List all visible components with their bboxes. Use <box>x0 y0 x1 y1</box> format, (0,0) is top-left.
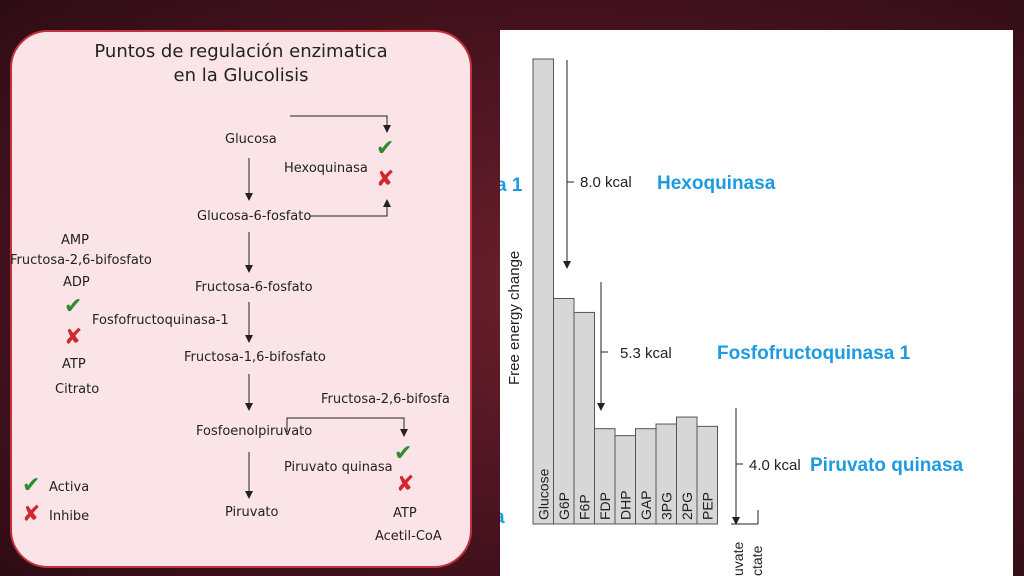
regulation-panel: Puntos de regulación enzimatica en la Gl… <box>10 30 472 568</box>
label-adp: ADP <box>63 275 90 290</box>
label-fructosa-6-fosfato: Fructosa-6-fosfato <box>195 280 313 295</box>
tick-label-glucose: Glucose <box>535 468 551 520</box>
arrow-f26bp-piruvato-quinasa <box>286 417 408 437</box>
label-hexoquinasa: Hexoquinasa <box>284 161 368 176</box>
tick-label-fdp: FDP <box>597 492 613 520</box>
free-energy-chart: Glucose G6P F6P FDP DHP GAP 3PG 2PG PEP Free ene… <box>500 30 1013 576</box>
legend-check-icon: ✔ <box>22 473 41 498</box>
enzyme-hexoquinasa: Hexoquinasa <box>657 173 776 194</box>
enzyme-piruvato-quinasa: Piruvato quinasa <box>810 455 964 476</box>
label-piruvato-quinasa: Piruvato quinasa <box>284 460 393 475</box>
y-axis-label: Free energy change <box>506 251 523 385</box>
energy-4kcal: 4.0 kcal <box>749 457 801 474</box>
tick-label-g6p: G6P <box>556 492 572 520</box>
label-piruvato: Piruvato <box>225 505 279 520</box>
legend-cross-icon: ✘ <box>22 502 41 527</box>
tick-label-2pg: 2PG <box>679 492 695 520</box>
panel-title-line2: en la Glucolisis <box>173 65 309 86</box>
label-atp-inhibitor: ATP <box>62 357 86 372</box>
tick-label-pep: PEP <box>699 492 715 520</box>
chart-svg: Glucose G6P F6P FDP DHP GAP 3PG 2PG PEP Free ene… <box>500 58 964 576</box>
energy-5-3kcal: 5.3 kcal <box>620 345 672 362</box>
label-f26bp-activator: Fructosa-2,6-bifosfato <box>10 253 152 268</box>
tick-label-gap: GAP <box>638 490 654 520</box>
tick-label-dhp: DHP <box>617 490 633 520</box>
check-icon: ✔ <box>376 136 395 161</box>
bar-glucose <box>532 58 554 525</box>
left-edge-fragment: a <box>500 507 505 528</box>
cross-icon: ✘ <box>396 472 415 497</box>
label-fructosa-16-bifosfato: Fructosa-1,6-bifosfato <box>184 350 326 365</box>
tick-label-pyruvate-cut: uvate <box>730 542 746 576</box>
bar-f6p <box>573 311 595 525</box>
check-icon: ✔ <box>394 441 413 466</box>
energy-8kcal: 8.0 kcal <box>580 174 632 191</box>
bar-g6p <box>553 297 575 525</box>
label-amp: AMP <box>61 233 89 248</box>
tick-label-3pg: 3PG <box>658 492 674 520</box>
arrow-glucosa-hexoquinasa <box>290 115 391 133</box>
cross-icon: ✘ <box>64 325 83 350</box>
label-glucosa-6-fosfato: Glucosa-6-fosfato <box>197 209 312 224</box>
check-icon: ✔ <box>64 294 83 319</box>
bar-pep <box>696 425 718 525</box>
enzyme-fosfofructoquinasa: Fosfofructoquinasa 1 <box>717 343 911 364</box>
label-glucosa: Glucosa <box>225 132 277 147</box>
label-atp-pk-inhibitor: ATP <box>393 506 417 521</box>
legend-activa: Activa <box>49 480 90 495</box>
panel-title-line1: Puntos de regulación enzimatica <box>94 41 388 62</box>
label-pfk1: Fosfofructoquinasa-1 <box>92 313 229 328</box>
panel-title: Puntos de regulación enzimatica en la Gl… <box>12 40 470 88</box>
left-edge-fragment: a 1 <box>500 175 523 196</box>
label-fosfoenolpiruvato: Fosfoenolpiruvato <box>196 424 313 439</box>
label-fructosa-26-bifosfa: Fructosa-2,6-bifosfa <box>321 392 450 407</box>
label-acetil-coa: Acetil-CoA <box>375 529 442 544</box>
tick-label-f6p: F6P <box>576 494 592 520</box>
legend-inhibe: Inhibe <box>49 509 90 524</box>
cross-icon: ✘ <box>376 167 395 192</box>
arrow-g6p-inhibit-hexoquinasa <box>310 199 391 217</box>
label-citrato: Citrato <box>55 382 100 397</box>
tick-label-lactate-cut: ctate <box>749 545 765 576</box>
